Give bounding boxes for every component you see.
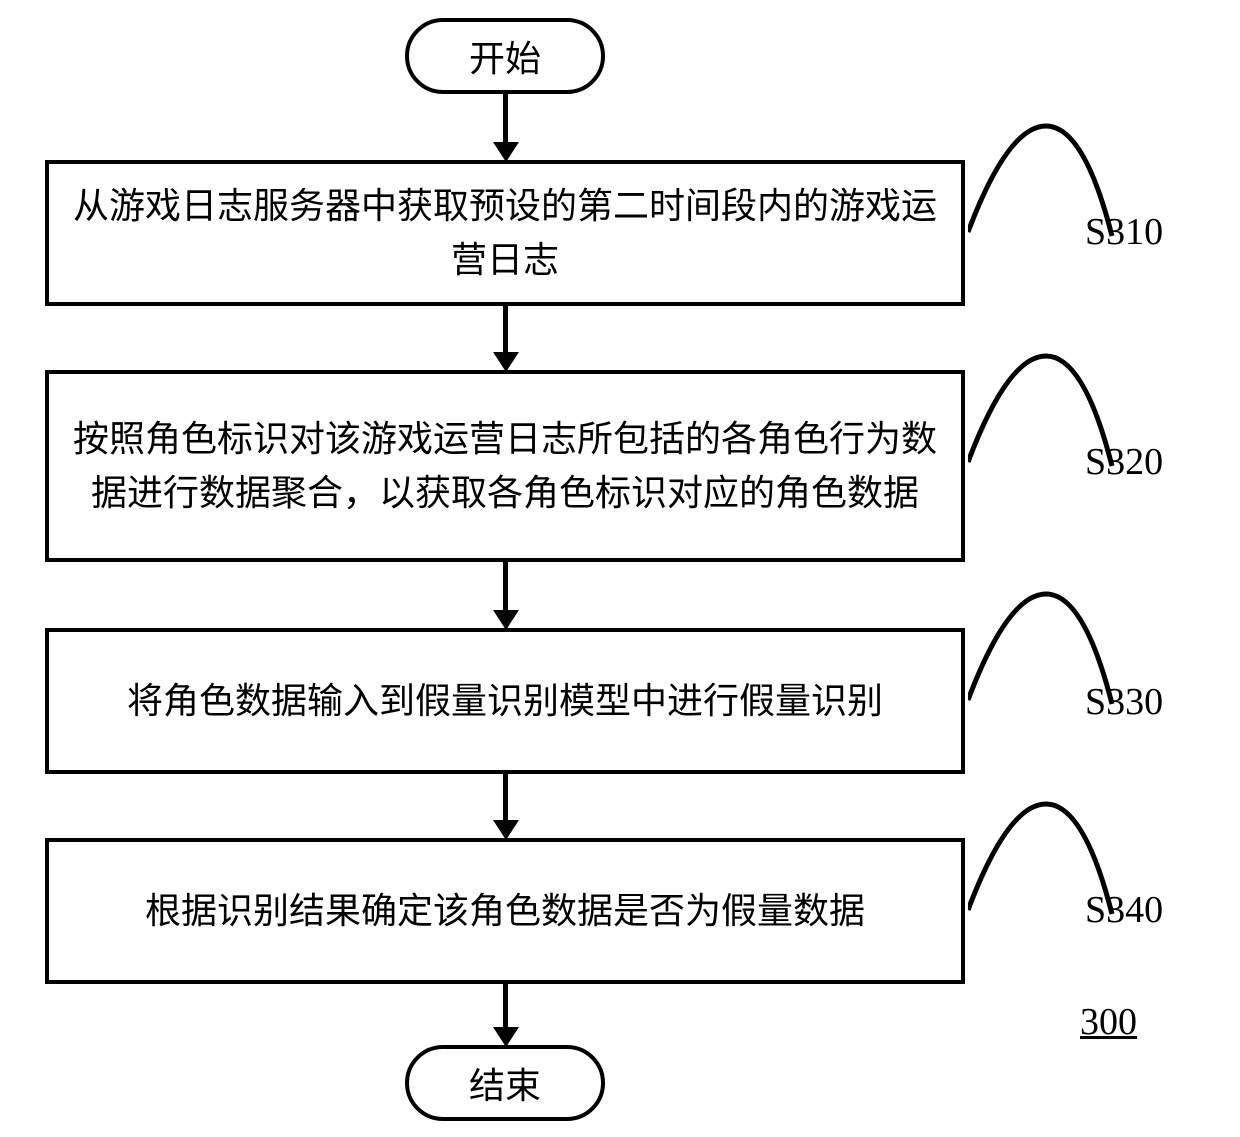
arrow-line	[503, 984, 508, 1031]
step-label-s340: S340	[1085, 888, 1163, 932]
step-label-s310: S310	[1085, 210, 1163, 254]
arrow-head-icon	[493, 1027, 519, 1047]
process-text: 将角色数据输入到假量识别模型中进行假量识别	[127, 674, 883, 728]
arrow-head-icon	[493, 610, 519, 630]
arrow-head-icon	[493, 820, 519, 840]
arrow-line	[503, 774, 508, 824]
terminal-start: 开始	[405, 18, 605, 94]
arrow-line	[503, 94, 508, 146]
terminal-end: 结束	[405, 1045, 605, 1121]
process-text: 从游戏日志服务器中获取预设的第二时间段内的游戏运营日志	[73, 179, 937, 287]
step-label-s320: S320	[1085, 440, 1163, 484]
flowchart-canvas: 开始 从游戏日志服务器中获取预设的第二时间段内的游戏运营日志 按照角色标识对该游…	[0, 0, 1240, 1137]
terminal-start-label: 开始	[469, 30, 541, 82]
process-step-s340: 根据识别结果确定该角色数据是否为假量数据	[45, 838, 965, 984]
process-text: 按照角色标识对该游戏运营日志所包括的各角色行为数据进行数据聚合，以获取各角色标识…	[73, 412, 937, 520]
arrow-line	[503, 306, 508, 356]
terminal-end-label: 结束	[469, 1057, 541, 1109]
arrow-head-icon	[493, 142, 519, 162]
step-label-s330: S330	[1085, 680, 1163, 724]
figure-number: 300	[1080, 1000, 1137, 1044]
process-step-s330: 将角色数据输入到假量识别模型中进行假量识别	[45, 628, 965, 774]
process-text: 根据识别结果确定该角色数据是否为假量数据	[145, 884, 865, 938]
arrow-head-icon	[493, 352, 519, 372]
process-step-s310: 从游戏日志服务器中获取预设的第二时间段内的游戏运营日志	[45, 160, 965, 306]
arrow-line	[503, 562, 508, 614]
process-step-s320: 按照角色标识对该游戏运营日志所包括的各角色行为数据进行数据聚合，以获取各角色标识…	[45, 370, 965, 562]
